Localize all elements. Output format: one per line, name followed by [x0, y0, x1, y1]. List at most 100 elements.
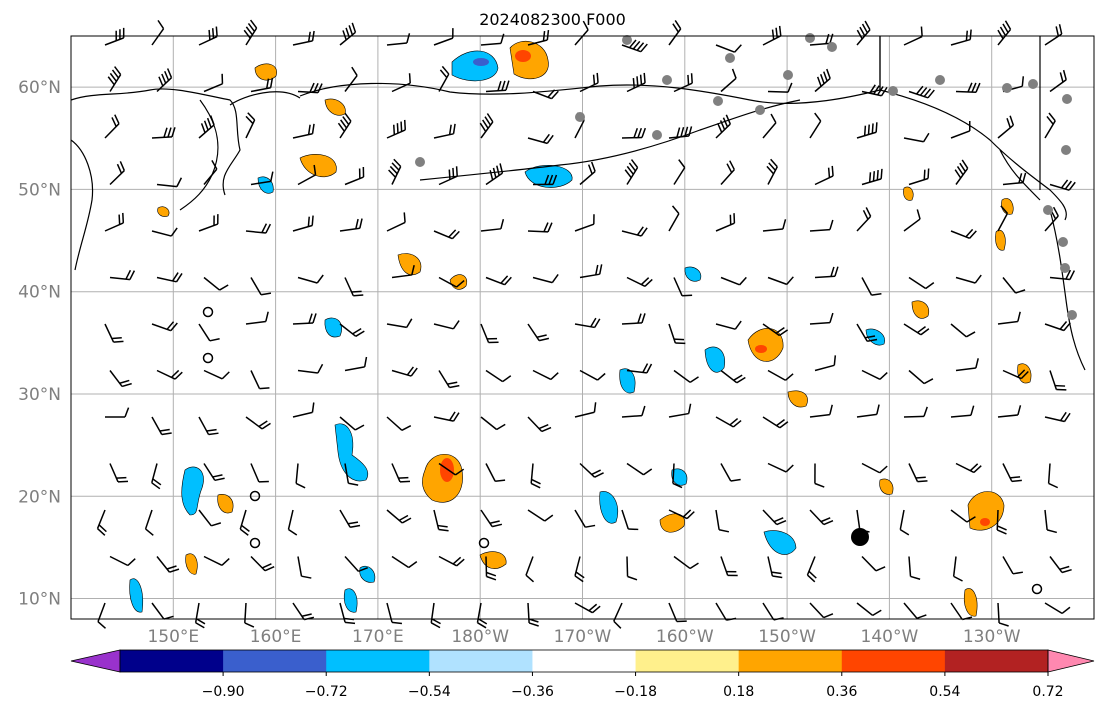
wind-barb — [297, 164, 317, 186]
wind-barb — [767, 82, 793, 93]
wind-barb — [950, 509, 976, 523]
wind-barb — [386, 212, 406, 232]
wind-barb — [668, 20, 682, 46]
colorbar-segment — [429, 650, 533, 672]
wind-barb — [626, 556, 638, 581]
wind-barb — [613, 602, 623, 629]
lon-tick-label: 180°W — [451, 627, 509, 647]
wind-barb — [668, 403, 692, 418]
wind-barb — [527, 509, 554, 522]
colorbar-segment — [635, 650, 740, 672]
wind-barb — [203, 463, 225, 482]
anomaly-blob — [963, 588, 978, 617]
wind-barb — [485, 369, 512, 383]
wind-barb — [908, 369, 934, 385]
wind-barb — [673, 159, 686, 185]
colorbar-segment — [120, 650, 224, 672]
calm-circle — [202, 352, 214, 364]
wind-barb — [245, 112, 256, 139]
station-dot — [1028, 79, 1038, 89]
wind-barb — [1044, 509, 1057, 534]
anomaly-blob — [903, 186, 914, 201]
wind-barb — [1044, 411, 1071, 423]
wind-barb — [203, 276, 229, 291]
wind-barb — [1002, 277, 1026, 294]
wind-barb — [1002, 369, 1029, 380]
wind-barb — [198, 416, 219, 436]
wind-barb — [861, 84, 888, 97]
station-dot — [1058, 237, 1068, 247]
wind-barb — [480, 323, 499, 344]
wind-barb — [386, 509, 412, 524]
wind-barb — [297, 363, 324, 374]
anomaly-blob — [217, 494, 234, 514]
anomaly-blob — [440, 458, 454, 482]
wind-barb — [156, 556, 180, 573]
wind-barb — [861, 277, 882, 296]
anomaly-blob — [359, 565, 376, 583]
wind-barb — [574, 20, 589, 46]
wind-barb — [109, 161, 126, 186]
wind-barb — [386, 416, 412, 431]
anomaly-blob — [763, 530, 797, 555]
wind-barb — [1002, 556, 1024, 575]
wind-barb — [809, 509, 834, 526]
wind-barb — [527, 323, 550, 342]
wind-barb — [485, 556, 497, 581]
wind-barb — [767, 556, 783, 579]
colorbar-extend-high — [1047, 649, 1095, 673]
wind-barb — [856, 20, 871, 46]
wind-barb — [668, 509, 695, 520]
station-dot — [652, 130, 662, 140]
wind-barb — [104, 407, 130, 418]
wind-barb — [292, 215, 314, 232]
wind-barb — [814, 355, 837, 372]
colorbar-tick-label: 0.72 — [1032, 684, 1063, 700]
calm-circle — [1031, 583, 1043, 595]
wind-barb — [198, 214, 219, 232]
station-dot — [1067, 310, 1077, 320]
wind-barb — [715, 416, 742, 428]
colorbar-tick-label: 0.18 — [723, 684, 754, 700]
wind-barb — [809, 404, 833, 418]
wind-barb — [762, 219, 787, 232]
wind-barb — [809, 312, 834, 325]
wind-barb — [104, 212, 125, 232]
wind-barb — [950, 323, 976, 338]
wind-barb — [245, 416, 271, 430]
wind-barb — [621, 405, 646, 418]
wind-barb — [908, 463, 928, 483]
station-dot — [1061, 145, 1071, 155]
colorbar-extend-low — [70, 649, 121, 673]
wind-barb — [525, 556, 535, 583]
wind-barb — [250, 277, 272, 296]
anomaly-blob — [619, 368, 636, 394]
colorbar: −0.90 −0.72 −0.54 −0.36 −0.18 0.18 0.36 0.54 0.7… — [70, 649, 1095, 700]
wind-barb — [344, 167, 365, 186]
wind-barb — [391, 366, 418, 377]
wind-barb — [438, 166, 458, 186]
wind-barb — [626, 276, 653, 287]
wind-barb — [339, 323, 365, 337]
wind-barb — [814, 165, 834, 186]
anomaly-blob — [185, 553, 198, 575]
latitude-labels: 10°N 20°N 30°N 40°N 50°N 60°N — [18, 78, 61, 609]
wind-barb — [295, 463, 306, 489]
wind-barb — [151, 19, 165, 46]
coastline-asia — [70, 88, 301, 271]
wind-barb — [391, 265, 415, 279]
wind-barb — [292, 123, 315, 139]
wind-barb — [109, 269, 136, 281]
wind-barb — [809, 219, 834, 232]
wind-barb — [997, 205, 1009, 232]
wind-barb — [438, 65, 450, 92]
wind-barb — [433, 411, 460, 422]
wind-barb — [292, 313, 317, 325]
wind-barb — [530, 463, 541, 489]
wind-barb — [997, 311, 1021, 325]
anomaly-blob — [343, 588, 358, 613]
wind-barb — [438, 370, 460, 389]
wind-barb — [344, 277, 364, 297]
wind-barb — [1047, 463, 1059, 489]
wind-barb — [673, 369, 699, 383]
